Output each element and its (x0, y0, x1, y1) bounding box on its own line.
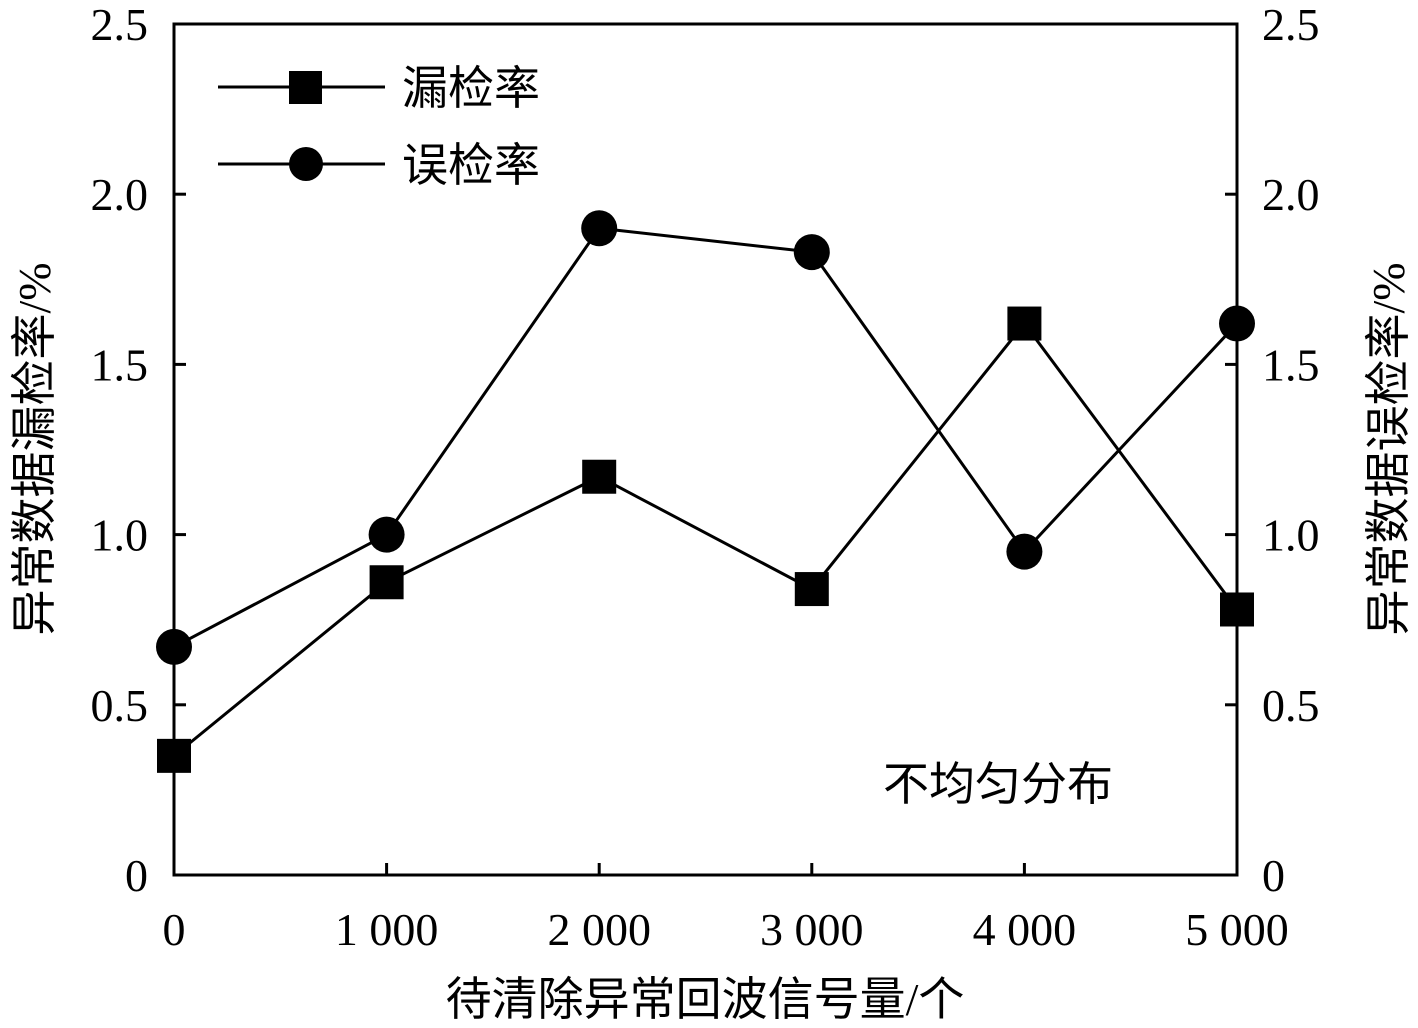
legend-item-false-rate: 误检率 (218, 140, 540, 191)
y-axis-left: 0 0.5 1.0 1.5 2.0 2.5 (91, 0, 186, 901)
x-tick-label: 1 000 (335, 904, 439, 955)
y-tick-label-right: 1.5 (1262, 339, 1320, 390)
legend: 漏检率 误检率 (218, 63, 540, 191)
series-line-1 (173, 321, 1239, 758)
data-point-square (1007, 306, 1042, 341)
y-tick-label-left: 0.5 (91, 680, 149, 731)
series-line-2 (173, 226, 1239, 649)
y-tick-label-left: 2.5 (91, 0, 149, 50)
y-tick-label-left: 0 (125, 850, 148, 901)
y-axis-left-title: 异常数据漏检率/% (9, 262, 60, 635)
data-point-square (1220, 592, 1254, 627)
data-point-circle (793, 234, 830, 271)
data-point-square (582, 459, 617, 494)
y-tick-label-right: 2.0 (1262, 169, 1320, 220)
data-point-square (157, 738, 191, 773)
data-point-circle (368, 516, 405, 553)
data-point-circle (1219, 305, 1255, 342)
y-tick-label-right: 1.0 (1262, 510, 1320, 561)
y-tick-label-right: 2.5 (1262, 0, 1320, 50)
series-layer (156, 210, 1255, 773)
x-axis-title: 待清除异常回波信号量/个 (446, 974, 965, 1025)
legend-label-false-rate: 误检率 (402, 140, 540, 191)
distribution-annotation: 不均匀分布 (883, 759, 1113, 810)
x-tick-label: 0 (163, 904, 186, 955)
x-axis: 0 1 000 2 000 3 000 4 000 5 000 (163, 863, 1289, 955)
data-point-circle (1006, 533, 1043, 570)
y-axis-right-title: 异常数据误检率/% (1363, 262, 1414, 635)
data-point-square (369, 565, 404, 600)
y-tick-label-left: 2.0 (91, 169, 149, 220)
x-tick-label: 2 000 (547, 904, 651, 955)
y-tick-label-left: 1.0 (91, 510, 149, 561)
y-tick-label-right: 0.5 (1262, 680, 1320, 731)
data-point-circle (156, 628, 192, 665)
legend-label-miss-rate: 漏检率 (402, 63, 540, 114)
x-tick-label: 5 000 (1185, 904, 1289, 955)
legend-circle-marker (289, 147, 323, 181)
data-point-square (794, 572, 829, 607)
legend-item-miss-rate: 漏检率 (218, 63, 540, 114)
plot-frame (172, 22, 1239, 877)
y-tick-label-left: 1.5 (91, 339, 149, 390)
y-axis-right: 0 0.5 1.0 1.5 2.0 2.5 (1225, 0, 1320, 901)
x-tick-label: 3 000 (760, 904, 864, 955)
y-tick-label-right: 0 (1262, 850, 1285, 901)
x-tick-label: 4 000 (973, 904, 1077, 955)
data-point-circle (581, 210, 618, 247)
legend-square-marker (289, 71, 322, 104)
